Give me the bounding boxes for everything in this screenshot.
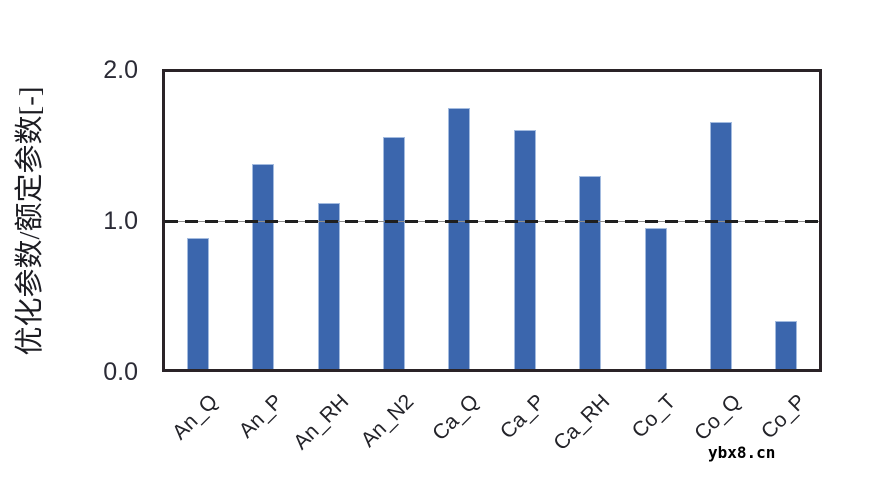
bar-An_N2 [382,137,405,369]
x-tick-label-Ca_P: Ca_P [495,390,550,444]
plot-area [162,69,822,372]
bar-Ca_Q [448,108,471,369]
bar-Ca_RH [579,176,602,369]
x-tick-label-An_Q: An_Q [168,390,223,445]
y-axis-title: 优化参数/额定参数[-] [14,86,46,356]
bar-An_RH [317,203,340,369]
x-tick-label-Ca_Q: Ca_Q [428,390,484,446]
bar-Co_Q [709,122,732,369]
x-tick-label-An_N2: An_N2 [356,390,419,452]
x-tick-label-Co_T: Co_T [627,390,681,443]
bar-An_P [252,164,275,369]
bar-Co_P [775,321,798,369]
x-tick-label-Ca_RH: Ca_RH [549,390,615,455]
y-tick-label-2.0: 2.0 [103,56,138,84]
x-tick-label-Co_Q: Co_Q [690,390,746,446]
bar-An_Q [186,238,209,369]
watermark-text: ybx8.cn [708,443,776,462]
reference-line-dashed [165,220,819,223]
x-tick-label-An_RH: An_RH [289,390,354,455]
x-tick-label-Co_P: Co_P [756,390,811,444]
y-tick-label-1.0: 1.0 [103,207,138,235]
bar-Co_T [644,228,667,369]
y-tick-label-0.0: 0.0 [103,358,138,386]
x-tick-label-An_P: An_P [234,390,288,443]
bar-Ca_P [513,130,536,369]
